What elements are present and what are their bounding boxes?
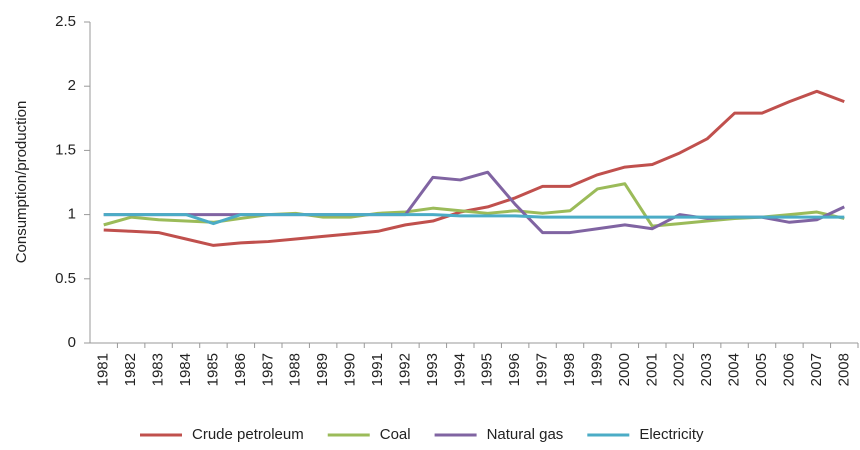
x-tick-label: 1993 xyxy=(424,353,441,386)
y-tick-label: 1 xyxy=(68,206,76,223)
x-tick-label: 1986 xyxy=(232,353,249,386)
y-tick-label: 2.5 xyxy=(55,13,76,30)
x-tick-label: 1994 xyxy=(451,353,468,386)
y-axis-label: Consumption/production xyxy=(13,101,30,264)
x-tick-label: 1987 xyxy=(259,353,276,386)
x-tick-label: 1998 xyxy=(561,353,578,386)
y-tick-label: 0.5 xyxy=(55,270,76,287)
x-tick-label: 2001 xyxy=(643,353,660,386)
x-tick-label: 1992 xyxy=(396,353,413,386)
legend-label: Natural gas xyxy=(487,426,564,443)
x-tick-label: 1983 xyxy=(150,353,167,386)
x-tick-label: 2005 xyxy=(753,353,770,386)
series-line xyxy=(103,182,845,228)
x-tick-label: 1984 xyxy=(177,353,194,386)
x-tick-label: 1981 xyxy=(95,353,112,386)
x-tick-label: 2000 xyxy=(616,353,633,386)
series-line xyxy=(103,89,845,247)
legend-label: Coal xyxy=(380,426,411,443)
x-tick-label: 1995 xyxy=(479,353,496,386)
x-tick-label: 1982 xyxy=(122,353,139,386)
legend-label: Electricity xyxy=(639,426,704,443)
x-tick-label: 1991 xyxy=(369,353,386,386)
y-tick-label: 1.5 xyxy=(55,141,76,158)
x-tick-label: 2008 xyxy=(835,353,852,386)
x-tick-label: 1989 xyxy=(314,353,331,386)
x-tick-label: 1985 xyxy=(204,353,221,386)
x-tick-label: 1990 xyxy=(342,353,359,386)
x-tick-label: 1996 xyxy=(506,353,523,386)
legend-label: Crude petroleum xyxy=(192,426,304,443)
y-tick-label: 2 xyxy=(68,77,76,94)
x-tick-label: 2002 xyxy=(671,353,688,386)
x-tick-label: 1988 xyxy=(287,353,304,386)
x-tick-label: 2007 xyxy=(808,353,825,386)
x-tick-label: 2006 xyxy=(780,353,797,386)
x-tick-label: 2003 xyxy=(698,353,715,386)
x-tick-label: 1999 xyxy=(588,353,605,386)
x-tick-label: 1997 xyxy=(534,353,551,386)
x-tick-label: 2004 xyxy=(726,353,743,386)
series-line xyxy=(103,213,845,226)
y-tick-label: 0 xyxy=(68,334,76,351)
